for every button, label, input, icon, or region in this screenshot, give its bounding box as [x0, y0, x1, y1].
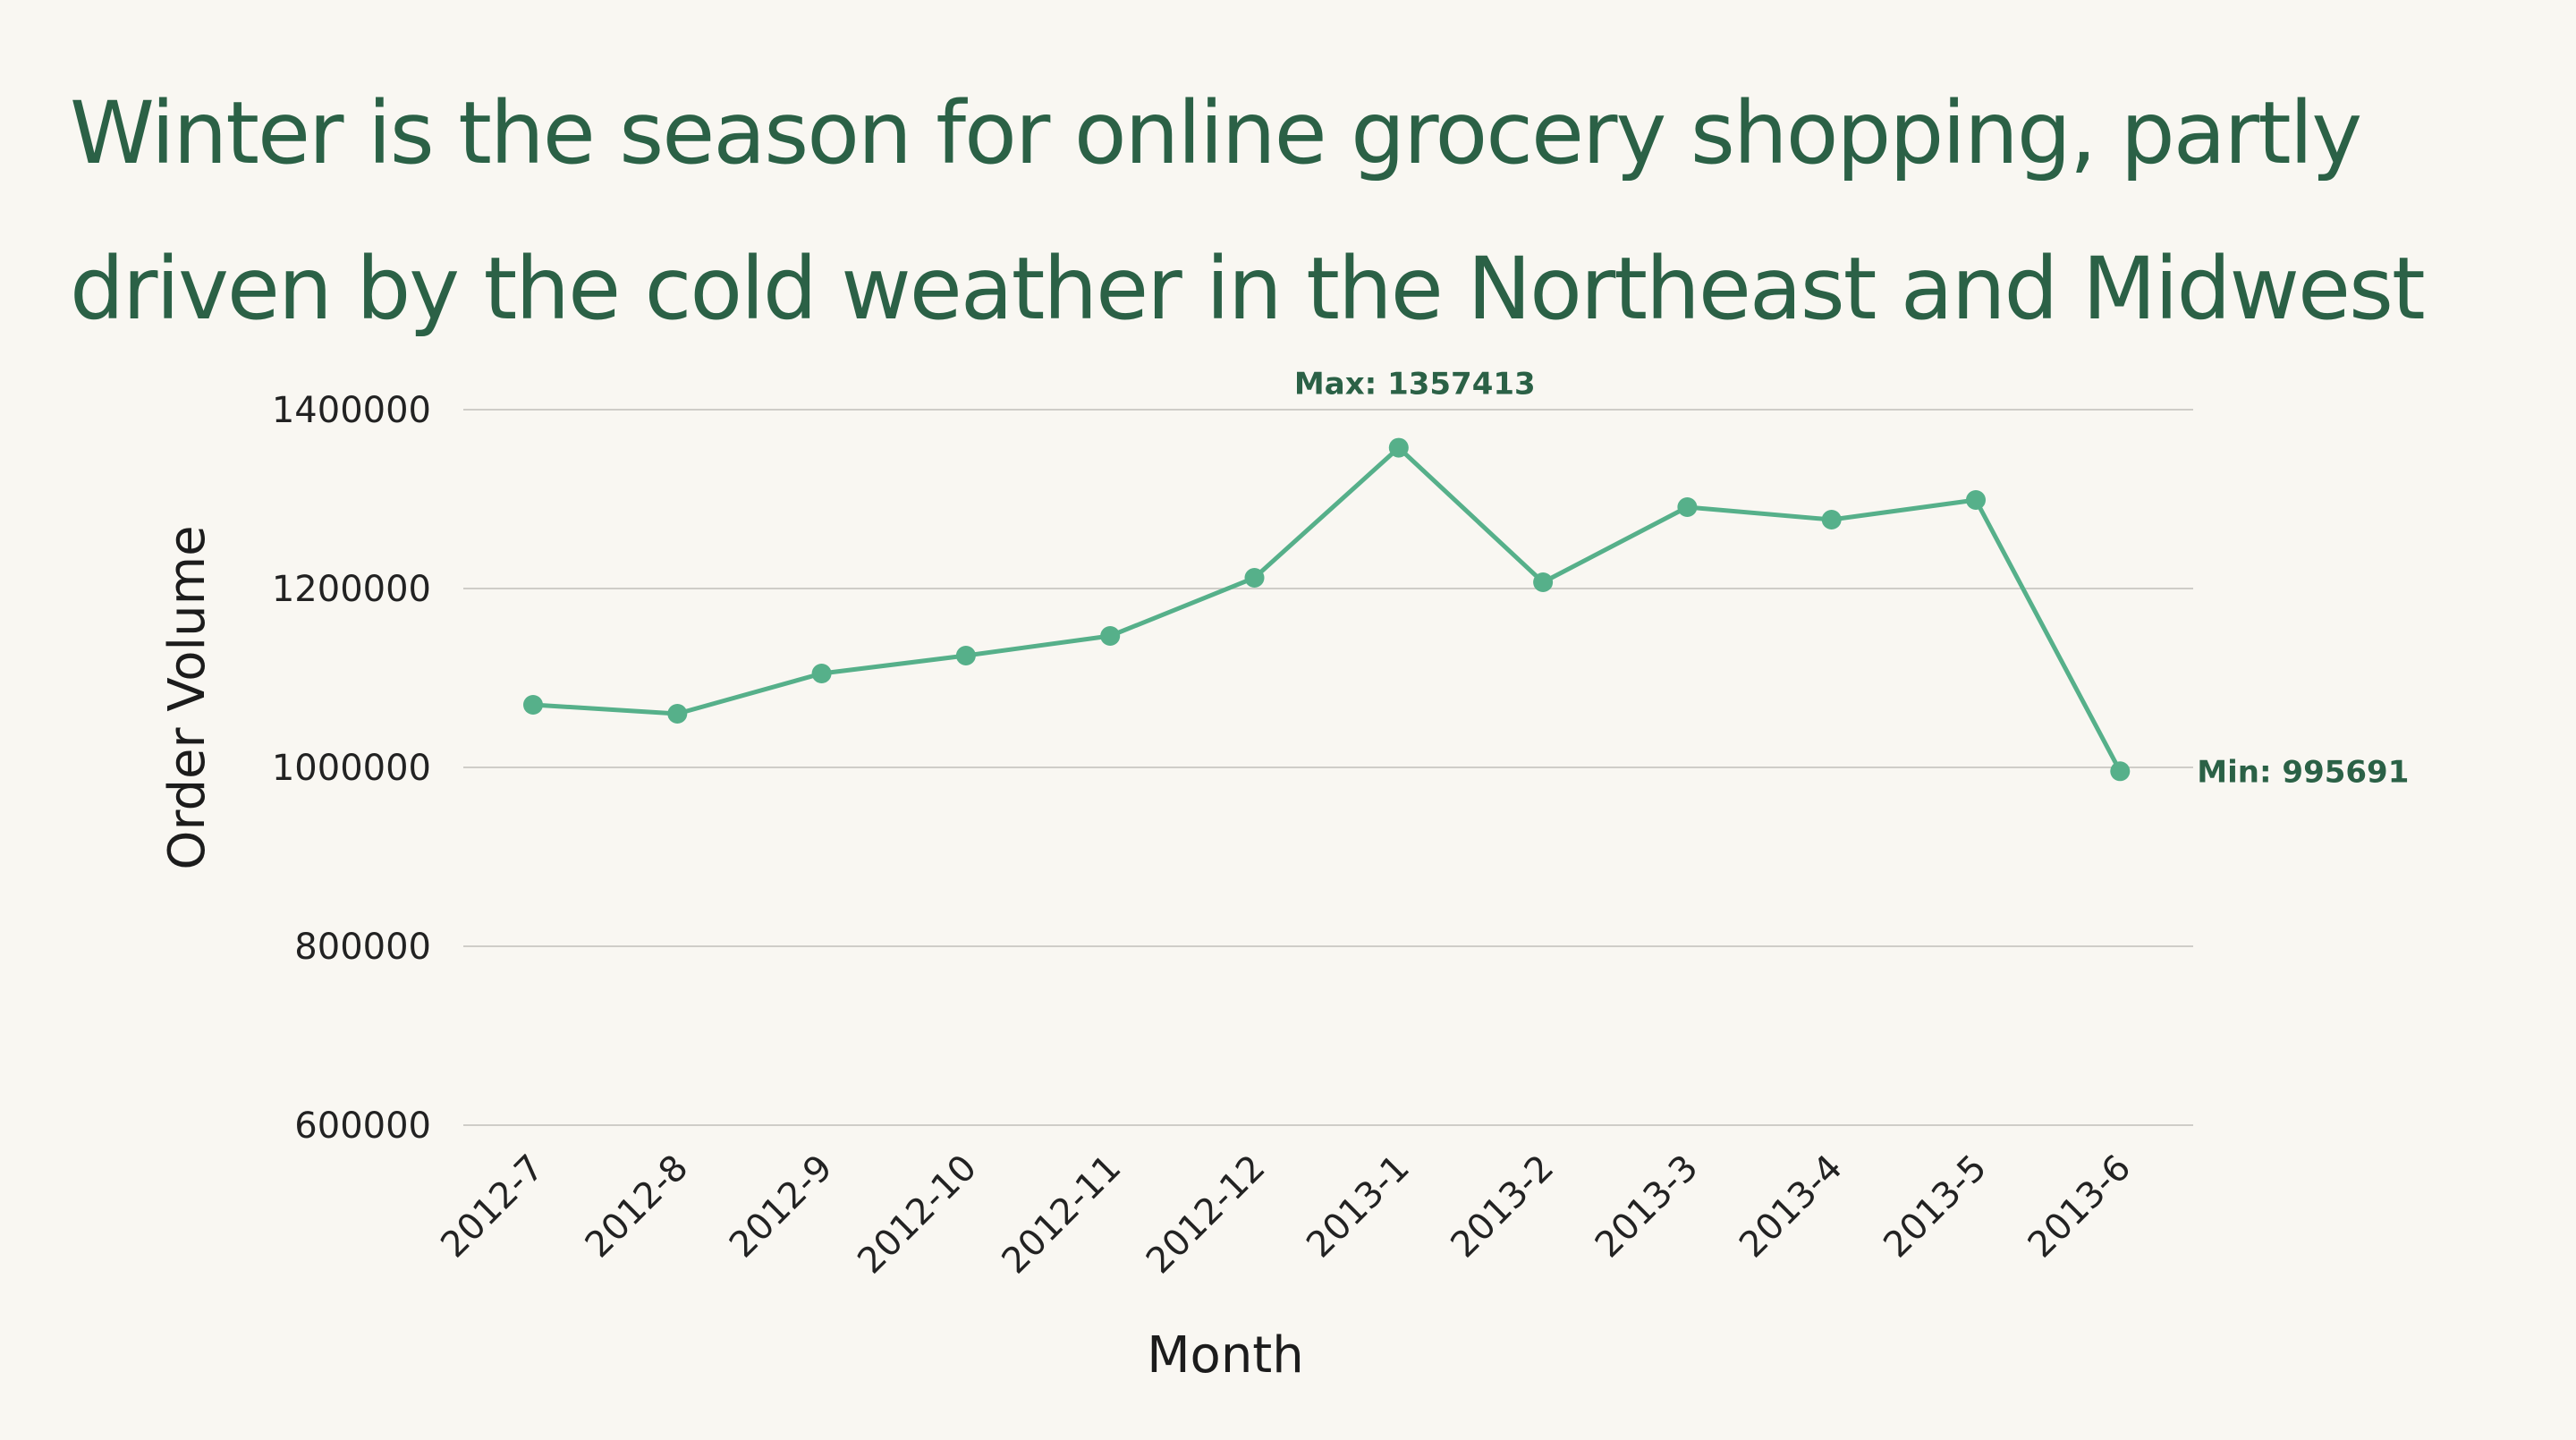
- x-tick-label: 2013-6: [2021, 1148, 2140, 1266]
- data-point-2012-9: [811, 664, 832, 683]
- data-point-2013-2: [1533, 572, 1554, 592]
- x-tick-label: 2013-1: [1299, 1148, 1418, 1266]
- data-point-2013-4: [1821, 510, 1842, 529]
- x-tick-label: 2012-8: [578, 1148, 697, 1266]
- x-axis-title: Month: [1147, 1326, 1304, 1385]
- y-tick-label: 800000: [294, 927, 431, 968]
- min-annotation: Min: 995691: [2197, 754, 2409, 790]
- data-point-2013-6: [2110, 761, 2131, 782]
- grid: [463, 409, 2193, 1126]
- x-tick-label: 2012-10: [850, 1148, 985, 1283]
- x-tick-label: 2012-11: [995, 1148, 1130, 1283]
- y-axis-ticks: 600000 800000 1000000 1200000 1400000: [272, 390, 431, 1147]
- x-tick-label: 2013-4: [1732, 1148, 1851, 1266]
- x-tick-label: 2012-7: [433, 1148, 552, 1266]
- max-annotation: Max: 1357413: [1294, 367, 1536, 402]
- chart-title: Winter is the season for online grocery …: [70, 55, 2485, 367]
- x-tick-label: 2013-2: [1443, 1148, 1562, 1266]
- data-points: [523, 437, 2131, 782]
- annotations: Max: 1357413 Min: 995691: [1294, 367, 2409, 791]
- y-axis-title: Order Volume: [158, 525, 216, 869]
- data-point-2013-5: [1966, 490, 1986, 510]
- y-tick-label: 1200000: [272, 569, 431, 610]
- x-tick-label: 2013-3: [1588, 1148, 1707, 1266]
- y-tick-label: 1000000: [272, 748, 431, 789]
- x-axis-ticks: 2012-7 2012-8 2012-9 2012-10 2012-11 2012-12 2…: [433, 1148, 2139, 1283]
- data-point-2012-7: [523, 695, 543, 715]
- x-tick-label: 2012-9: [722, 1148, 841, 1266]
- chart-title-line-1: Winter is the season for online grocery …: [70, 83, 2362, 183]
- data-point-2013-1: [1388, 437, 1409, 458]
- data-point-2012-8: [667, 704, 688, 724]
- x-tick-label: 2013-5: [1876, 1148, 1995, 1266]
- data-point-2012-11: [1100, 626, 1121, 646]
- y-tick-label: 600000: [294, 1105, 431, 1147]
- data-point-2012-10: [955, 646, 976, 665]
- x-tick-label: 2012-12: [1139, 1148, 1274, 1283]
- series-line: [532, 445, 2123, 773]
- data-point-2012-12: [1244, 568, 1265, 588]
- data-point-2013-3: [1677, 497, 1698, 517]
- chart-title-line-2: driven by the cold weather in the Northe…: [70, 239, 2426, 339]
- y-tick-label: 1400000: [272, 390, 431, 431]
